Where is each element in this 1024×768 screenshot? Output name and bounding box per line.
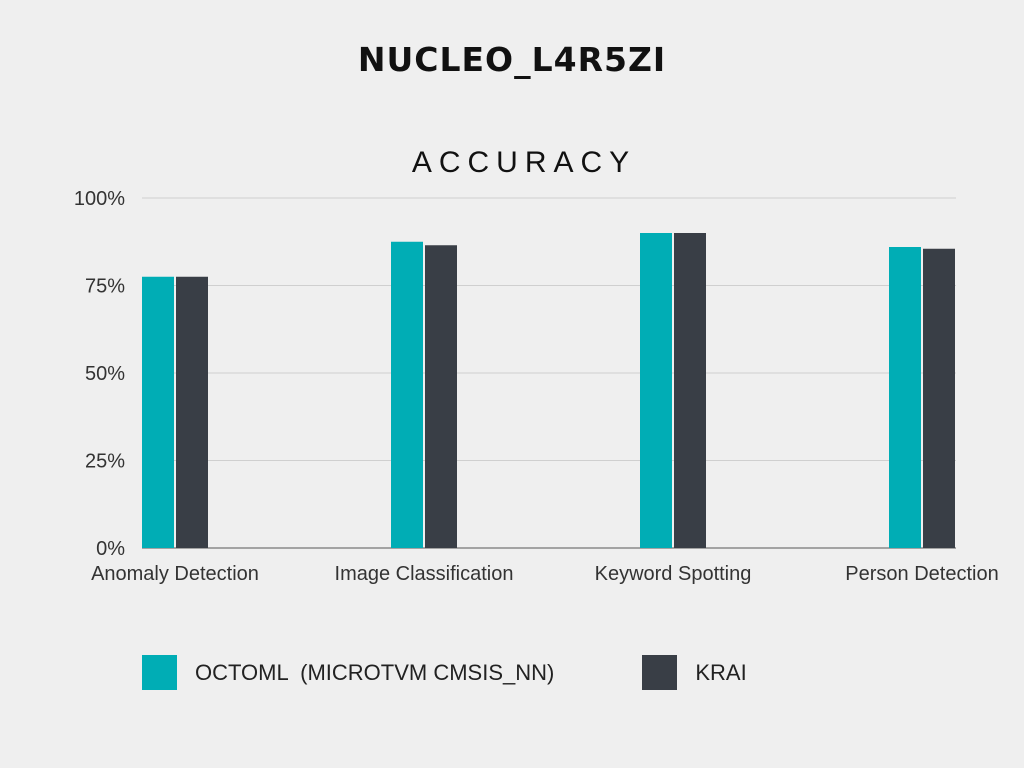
x-tick-label: Image Classification — [335, 563, 514, 585]
bars — [142, 233, 955, 548]
board-title: NUCLEO_L4R5ZI — [357, 40, 667, 79]
accuracy-chart: ACCURACY 0% 25% 50% 75% 100% Anomaly Detecti… — [74, 146, 999, 585]
bar — [142, 276, 174, 548]
legend-label-octoml: OCTOML (MICROTVM CMSIS_NN) — [195, 659, 555, 685]
legend-item-octoml: OCTOML (MICROTVM CMSIS_NN) — [142, 655, 554, 690]
y-tick-label: 100% — [74, 188, 125, 210]
bar — [640, 233, 672, 548]
chart-title: ACCURACY — [412, 146, 636, 179]
y-tick-label: 25% — [85, 451, 125, 473]
bar — [176, 276, 208, 548]
bar — [889, 247, 921, 548]
bar — [923, 248, 955, 548]
y-tick-label: 0% — [96, 538, 125, 560]
legend-swatch-octoml — [142, 655, 177, 690]
legend-swatch-krai — [642, 655, 678, 690]
bar — [425, 245, 457, 548]
x-tick-label: Keyword Spotting — [595, 563, 752, 585]
legend: OCTOML (MICROTVM CMSIS_NN) KRAI — [142, 655, 747, 690]
x-tick-label: Person Detection — [845, 563, 998, 585]
gridlines — [142, 197, 956, 549]
legend-label-krai: KRAI — [695, 659, 747, 685]
x-tick-label: Anomaly Detection — [91, 563, 259, 585]
y-axis-ticks: 0% 25% 50% 75% 100% — [74, 188, 125, 560]
y-tick-label: 50% — [85, 363, 125, 385]
bar — [391, 241, 423, 548]
legend-item-krai: KRAI — [642, 655, 747, 690]
bar — [674, 233, 706, 548]
x-axis-ticks: Anomaly Detection Image Classification Key… — [91, 563, 999, 585]
y-tick-label: 75% — [85, 276, 125, 298]
